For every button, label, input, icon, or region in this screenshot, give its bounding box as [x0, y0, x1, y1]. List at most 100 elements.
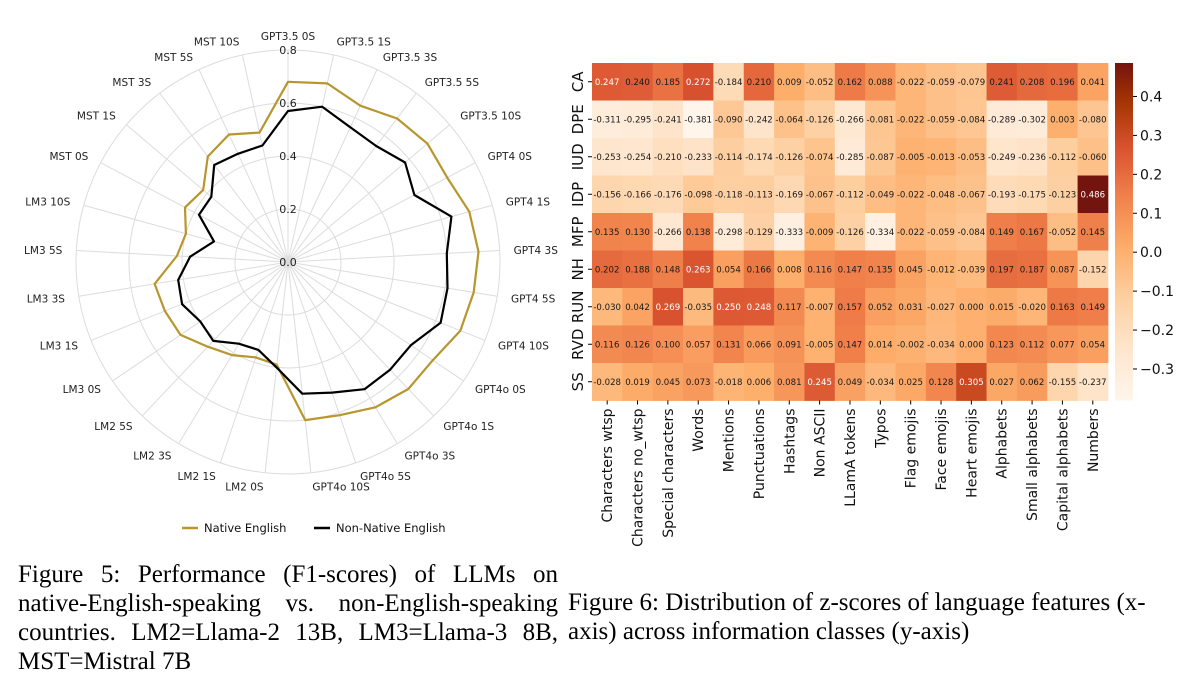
heatmap-cell: [956, 213, 987, 251]
heatmap-cell: [743, 288, 775, 326]
heatmap-cell-label: 0.003: [1050, 115, 1075, 125]
heatmap-cell: [1016, 250, 1048, 289]
heatmap-cell-label: -0.028: [593, 378, 621, 388]
heatmap-cell: [895, 138, 927, 176]
heatmap-cell: [592, 63, 623, 101]
heatmap-cell: [713, 63, 745, 101]
radar-spoke: [287, 69, 378, 263]
radar-category-label: LM2 0S: [225, 482, 264, 494]
heatmap-cell-label: -0.112: [1049, 153, 1077, 163]
heatmap-cell-label: 0.162: [838, 78, 863, 88]
colorbar-tick-label: 0.2: [1140, 167, 1162, 183]
heatmap-cell: [834, 325, 866, 364]
heatmap-cell: [895, 363, 927, 401]
heatmap-cell-label: -0.018: [715, 378, 743, 388]
heatmap-cell: [1077, 288, 1109, 326]
heatmap-cell: [1016, 288, 1048, 326]
heatmap-cell-label: -0.059: [927, 78, 955, 88]
heatmap-cell-label: 0.202: [595, 265, 620, 275]
heatmap-cell-label: -0.084: [958, 228, 986, 238]
heatmap-cell: [1077, 213, 1109, 251]
heatmap-cell: [865, 63, 896, 101]
heatmap-column-label: Alphabets: [995, 409, 1011, 479]
heatmap-cell: [895, 325, 927, 364]
heatmap-cell-label: -0.210: [654, 153, 682, 163]
colorbar: [1115, 63, 1133, 401]
heatmap-cell: [774, 175, 805, 214]
heatmap-cell-label: -0.242: [745, 115, 773, 125]
heatmap-cell: [834, 175, 866, 214]
heatmap-cell-label: 0.087: [1050, 265, 1075, 275]
heatmap-column-label: Numbers: [1086, 409, 1102, 473]
heatmap-cell-label: 0.269: [656, 303, 681, 313]
heatmap-cell-label: -0.298: [715, 228, 743, 238]
figure-6-caption: Figure 6: Distribution of z-scores of la…: [568, 589, 1146, 645]
radar-spoke: [287, 162, 476, 263]
heatmap-chart: 0.247 0.240 0.185 0.272 -0.184 0.210 0.009 -0.0…: [569, 63, 1174, 547]
heatmap-row-label: RUN: [569, 290, 587, 323]
heatmap-cell: [683, 288, 714, 326]
heatmap-cell: [804, 138, 836, 176]
heatmap-cell: [1077, 325, 1109, 364]
heatmap-cell-label: 0.042: [625, 303, 650, 313]
heatmap-cell-label: -0.080: [1079, 115, 1107, 125]
heatmap-cell: [592, 250, 623, 289]
heatmap-cell-label: -0.034: [866, 378, 894, 388]
heatmap-cell-label: 0.041: [1080, 78, 1105, 88]
heatmap-column-label: Characters no_wtsp: [631, 408, 647, 547]
heatmap-cell-label: 0.014: [868, 340, 893, 350]
heatmap-cell-label: 0.000: [959, 303, 984, 313]
heatmap-column-label: Punctuations: [752, 409, 768, 500]
figure-5-caption: Figure 5: Performance (F1-scores) of LLM…: [18, 561, 558, 675]
heatmap-cell: [986, 100, 1018, 139]
heatmap-cell: [652, 363, 684, 401]
heatmap-cell-label: -0.289: [988, 115, 1016, 125]
heatmap-cell: [986, 63, 1018, 101]
heatmap-cell-label: -0.039: [958, 265, 986, 275]
heatmap-cell-label: -0.152: [1079, 265, 1107, 275]
radar-spoke: [126, 124, 289, 263]
radar-spoke: [287, 250, 500, 263]
heatmap-cell: [1016, 213, 1048, 251]
heatmap-cell: [683, 100, 714, 139]
heatmap-cell-label: 0.240: [625, 78, 650, 88]
heatmap-cell-label: -0.381: [684, 115, 712, 125]
heatmap-cell: [895, 288, 927, 326]
heatmap-cell-label: -0.064: [775, 115, 803, 125]
heatmap-cell: [1077, 100, 1109, 139]
heatmap-cell-label: 0.210: [747, 78, 772, 88]
heatmap-cell-label: -0.067: [806, 190, 834, 200]
heatmap-cell: [622, 325, 654, 364]
radar-series-non-native-english: [177, 105, 453, 395]
heatmap-cell: [986, 138, 1018, 176]
radar-spoke: [219, 261, 289, 464]
heatmap-cell: [895, 100, 927, 139]
heatmap-cell: [713, 325, 745, 364]
heatmap-row-label: NH: [569, 258, 587, 281]
heatmap-cell-label: -0.311: [593, 115, 621, 125]
heatmap-cell: [1047, 213, 1078, 251]
heatmap-cell: [622, 213, 654, 251]
heatmap-cell: [925, 213, 957, 251]
heatmap-cell: [743, 175, 775, 214]
heatmap-cell-label: -0.052: [1049, 228, 1077, 238]
heatmap-cell: [652, 138, 684, 176]
heatmap-cell-label: -0.035: [684, 303, 712, 313]
heatmap-column-label: Characters wtsp: [600, 408, 616, 522]
colorbar-tick-label: 0.1: [1140, 206, 1162, 222]
heatmap-column-label: Flag emojis: [904, 409, 920, 489]
heatmap-cell: [592, 363, 623, 401]
heatmap-cell: [743, 63, 775, 101]
heatmap-cell-label: 0.185: [656, 78, 681, 88]
heatmap-cell: [1047, 325, 1078, 364]
radar-spoke: [159, 92, 289, 263]
heatmap-cell: [713, 213, 745, 251]
radar-category-label: GPT4o 3S: [405, 451, 456, 463]
heatmap-row-label: SS: [569, 372, 587, 391]
heatmap-cell: [683, 175, 714, 214]
heatmap-cell-label: -0.022: [897, 115, 925, 125]
heatmap-cell-label: -0.113: [745, 190, 773, 200]
heatmap-cell-label: 0.123: [989, 340, 1014, 350]
heatmap-cell-label: 0.149: [1080, 303, 1105, 313]
heatmap-cell: [713, 138, 745, 176]
